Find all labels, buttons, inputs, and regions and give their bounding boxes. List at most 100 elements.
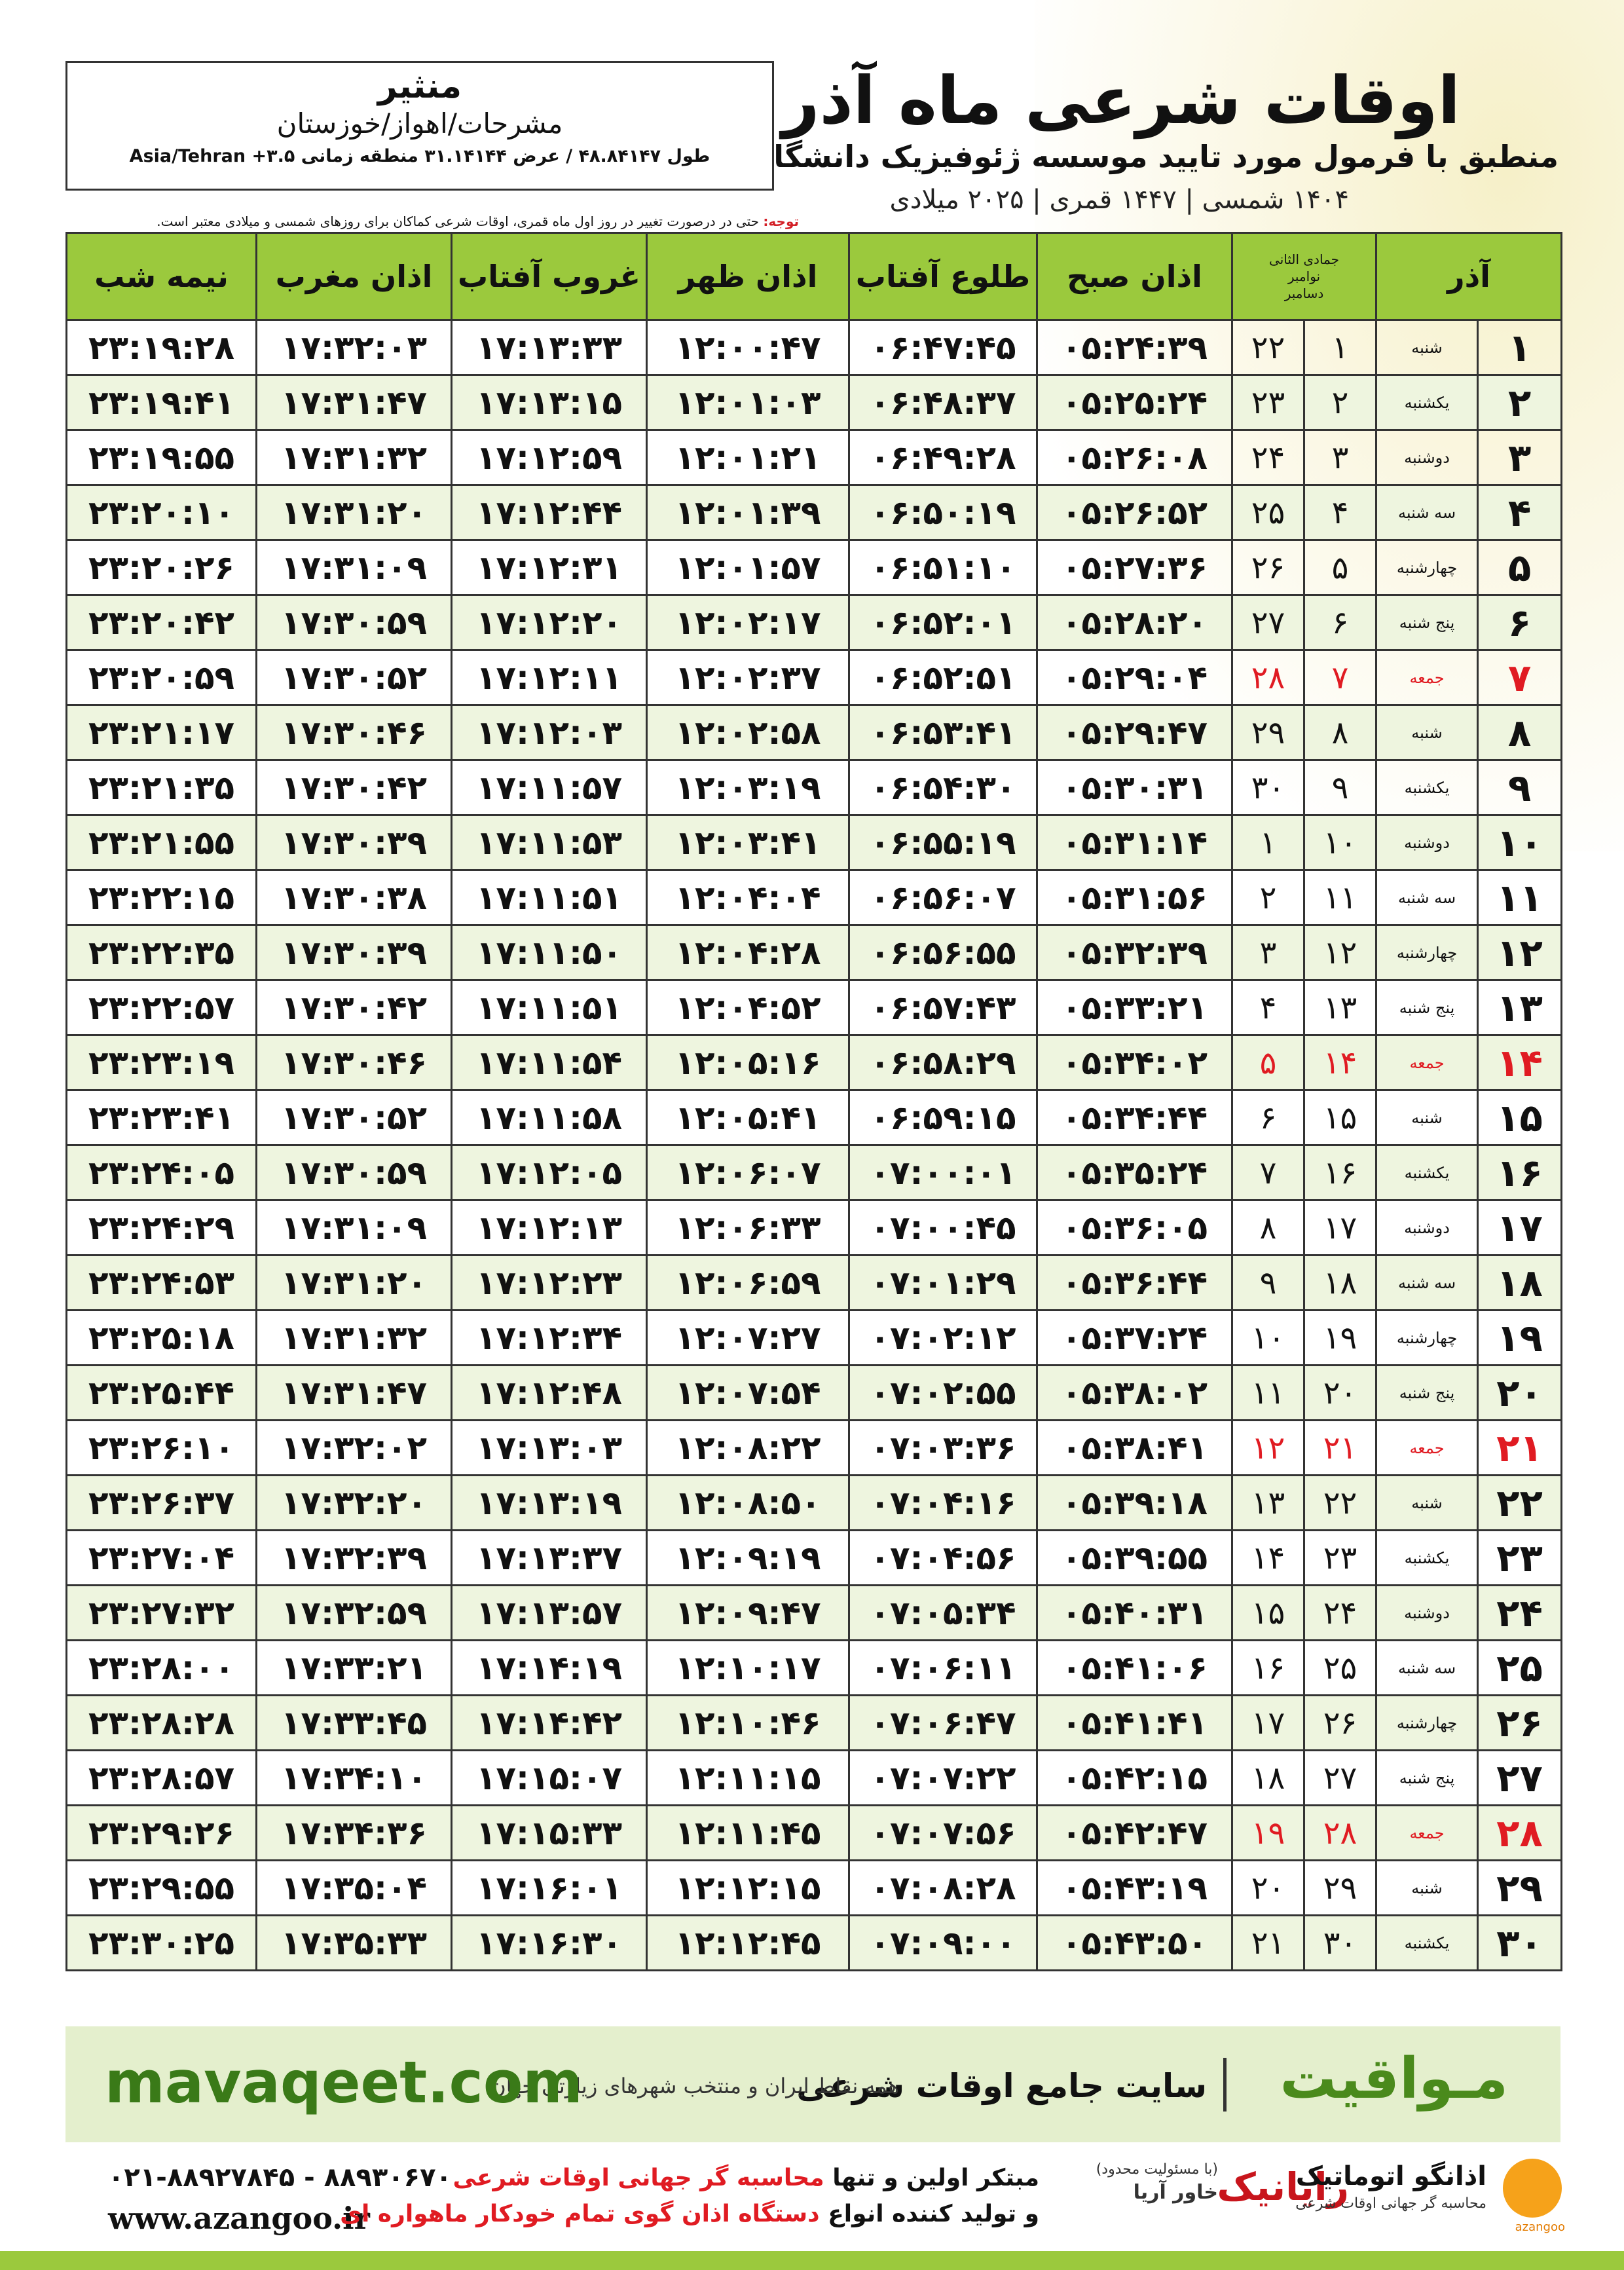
table-row: ۱۲ چهارشنبه ۱۲ ۳ ۰۵:۳۲:۳۹ ۰۶:۵۶:۵۵ ۱۲:۰۴:۲۸ ۱۷:… [65, 924, 1563, 981]
time: ۰۵:۴۱:۴۱ [1036, 1694, 1233, 1751]
day-number: ۲۰ [1477, 1364, 1563, 1421]
gregorian-day: ۲۱ [1230, 1914, 1306, 1971]
lunar-day: ۳۰ [1303, 1914, 1378, 1971]
time: ۰۵:۳۵:۲۴ [1036, 1144, 1233, 1201]
gregorian-day: ۹ [1230, 1254, 1306, 1311]
time: ۲۳:۲۲:۳۵ [65, 924, 257, 981]
gregorian-header: نوامبر [1287, 269, 1321, 284]
weekday: دوشنبه [1375, 1584, 1479, 1641]
gregorian-day: ۱۶ [1230, 1639, 1306, 1696]
time: ۰۵:۲۴:۳۹ [1036, 319, 1233, 376]
day-number: ۹ [1477, 759, 1563, 816]
gregorian-day: ۱۳ [1230, 1474, 1306, 1531]
time: ۱۷:۱۲:۲۰ [451, 594, 648, 651]
day-number: ۱۳ [1477, 979, 1563, 1036]
lunar-day: ۲۲ [1303, 1474, 1378, 1531]
time: ۲۳:۳۰:۲۵ [65, 1914, 257, 1971]
time: ۱۷:۱۲:۰۵ [451, 1144, 648, 1201]
weekday: چهارشنبه [1375, 539, 1479, 596]
time: ۱۷:۳۳:۴۵ [255, 1694, 452, 1751]
table-row: ۲۱ جمعه ۲۱ ۱۲ ۰۵:۳۸:۴۱ ۰۷:۰۳:۳۶ ۱۲:۰۸:۲۲ ۱۷:۱۳:… [65, 1419, 1563, 1476]
lunar-day: ۹ [1303, 759, 1378, 816]
time: ۱۷:۱۳:۰۳ [451, 1419, 648, 1476]
month-header: آذر [1375, 232, 1563, 321]
dates: ۱۴۰۴ شمسی | ۱۴۴۷ قمری | ۲۰۲۵ میلادی [889, 185, 1349, 215]
time: ۲۳:۲۸:۰۰ [65, 1639, 257, 1696]
time: ۱۲:۰۱:۵۷ [646, 539, 850, 596]
time: ۲۳:۲۱:۳۵ [65, 759, 257, 816]
time: ۱۲:۰۲:۵۸ [646, 704, 850, 761]
time: ۱۷:۳۴:۳۶ [255, 1804, 452, 1861]
lunar-day: ۳ [1303, 429, 1378, 486]
time: ۱۲:۰۹:۴۷ [646, 1584, 850, 1641]
time: ۰۵:۳۹:۱۸ [1036, 1474, 1233, 1531]
time: ۱۲:۰۶:۵۹ [646, 1254, 850, 1311]
website[interactable]: www.azangoo.ir [108, 2201, 370, 2236]
day-number: ۸ [1477, 704, 1563, 761]
weekday: سه شنبه [1375, 484, 1479, 541]
time: ۰۶:۴۹:۲۸ [848, 429, 1038, 486]
gregorian-day: ۷ [1230, 1144, 1306, 1201]
lunar-day: ۲۴ [1303, 1584, 1378, 1641]
time: ۱۲:۰۲:۱۷ [646, 594, 850, 651]
lunar-day: ۱۸ [1303, 1254, 1378, 1311]
gregorian-day: ۱۵ [1230, 1584, 1306, 1641]
time: ۱۷:۳۲:۰۲ [255, 1419, 452, 1476]
day-number: ۲۴ [1477, 1584, 1563, 1641]
lunar-day: ۱۰ [1303, 814, 1378, 871]
table-row: ۲۳ یکشنبه ۲۳ ۱۴ ۰۵:۳۹:۵۵ ۰۷:۰۴:۵۶ ۱۲:۰۹:۱۹ ۱۷:۱… [65, 1529, 1563, 1586]
weekday: یکشنبه [1375, 1914, 1479, 1971]
time: ۲۳:۲۲:۱۵ [65, 869, 257, 926]
time: ۱۷:۱۴:۴۲ [451, 1694, 648, 1751]
time: ۰۷:۰۶:۴۷ [848, 1694, 1038, 1751]
note-label: توجه: [763, 214, 799, 229]
banner-url[interactable]: mavaqeet.com [105, 2049, 583, 2116]
time-header: اذان مغرب [255, 232, 452, 321]
time: ۱۷:۳۱:۴۷ [255, 374, 452, 431]
lunar-day: ۷ [1303, 649, 1378, 706]
gregorian-day: ۱۰ [1230, 1309, 1306, 1366]
time: ۰۵:۳۹:۵۵ [1036, 1529, 1233, 1586]
banner: مـواقیت سایت جامع اوقات شرعی همه نقاط ای… [65, 2026, 1560, 2142]
weekday: پنج شنبه [1375, 1364, 1479, 1421]
weekday: پنج شنبه [1375, 1749, 1479, 1806]
gregorian-day: ۶ [1230, 1089, 1306, 1146]
table-row: ۶ پنج شنبه ۶ ۲۷ ۰۵:۲۸:۲۰ ۰۶:۵۲:۰۱ ۱۲:۰۲:۱۷ ۱۷:۱… [65, 594, 1563, 651]
day-number: ۵ [1477, 539, 1563, 596]
time: ۱۷:۱۱:۵۷ [451, 759, 648, 816]
time: ۰۷:۰۷:۲۲ [848, 1749, 1038, 1806]
lunar-day: ۲۸ [1303, 1804, 1378, 1861]
time: ۰۵:۴۲:۴۷ [1036, 1804, 1233, 1861]
lunar-day: ۱۴ [1303, 1034, 1378, 1091]
table-row: ۱۴ جمعه ۱۴ ۵ ۰۵:۳۴:۰۲ ۰۶:۵۸:۲۹ ۱۲:۰۵:۱۶ ۱۷:۱۱:۵… [65, 1034, 1563, 1091]
time: ۲۳:۲۱:۵۵ [65, 814, 257, 871]
time: ۱۲:۰۴:۲۸ [646, 924, 850, 981]
logo-text: محاسبه گر جهانی اوقات شرعی [1295, 2195, 1486, 2212]
time: ۰۵:۳۶:۴۴ [1036, 1254, 1233, 1311]
time: ۱۷:۱۲:۳۴ [451, 1309, 648, 1366]
weekday: یکشنبه [1375, 374, 1479, 431]
time: ۰۷:۰۶:۱۱ [848, 1639, 1038, 1696]
lunar-day: ۲ [1303, 374, 1378, 431]
time: ۰۷:۰۵:۳۴ [848, 1584, 1038, 1641]
time: ۱۲:۰۱:۳۹ [646, 484, 850, 541]
lunar-header: جمادی الثانی [1269, 251, 1339, 267]
day-number: ۶ [1477, 594, 1563, 651]
location-region: مشرحات/اهواز/خوزستان [276, 107, 563, 140]
gregorian-day: ۲۷ [1230, 594, 1306, 651]
time: ۰۵:۴۳:۱۹ [1036, 1859, 1233, 1916]
time: ۲۳:۲۸:۵۷ [65, 1749, 257, 1806]
time: ۱۷:۳۱:۰۹ [255, 539, 452, 596]
table-body: ۱ شنبه ۱ ۲۲ ۰۵:۲۴:۳۹ ۰۶:۴۷:۴۵ ۱۲:۰۰:۴۷ ۱۷:۱۳:۳۳… [65, 319, 1563, 1971]
time: ۱۷:۳۰:۵۹ [255, 1144, 452, 1201]
lunar-day: ۱۷ [1303, 1199, 1378, 1256]
time: ۱۷:۱۶:۰۱ [451, 1859, 648, 1916]
weekday: چهارشنبه [1375, 1309, 1479, 1366]
time: ۲۳:۲۷:۳۲ [65, 1584, 257, 1641]
note: توجه: حتی در درصورت تغییر در روز اول ماه… [65, 214, 799, 229]
time: ۲۳:۲۴:۵۳ [65, 1254, 257, 1311]
time: ۱۷:۱۲:۱۱ [451, 649, 648, 706]
time: ۱۷:۳۱:۲۰ [255, 484, 452, 541]
time: ۱۲:۰۰:۴۷ [646, 319, 850, 376]
lunar-day: ۱۲ [1303, 924, 1378, 981]
